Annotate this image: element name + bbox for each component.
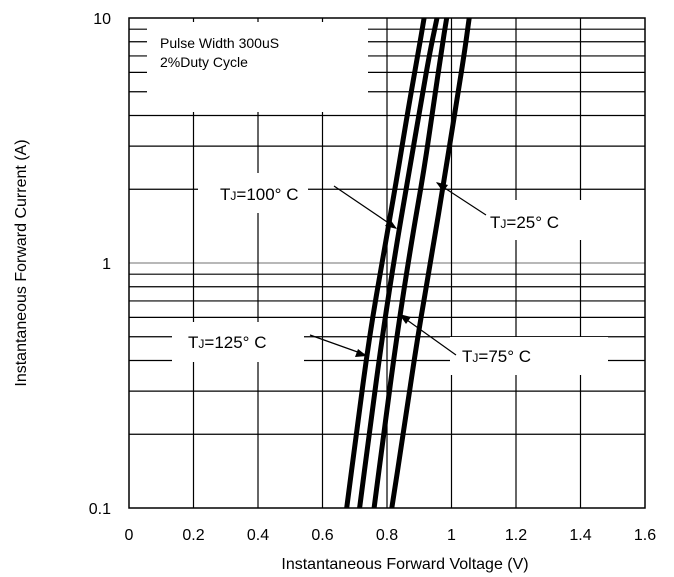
label-25-suffix: =25° C bbox=[506, 213, 559, 232]
x-tick-label: 0.2 bbox=[182, 527, 204, 544]
label-box-25 bbox=[456, 200, 611, 240]
arrow-75-line bbox=[399, 314, 457, 356]
x-tick-label: 0.6 bbox=[311, 527, 333, 544]
plot-frame bbox=[128, 17, 646, 509]
arrow-125-line bbox=[309, 334, 367, 356]
series-line-1 bbox=[357, 17, 440, 509]
label-box-125 bbox=[172, 322, 304, 362]
series-line-2 bbox=[371, 17, 450, 509]
series-line-0 bbox=[344, 17, 427, 509]
label-100-prefix: T bbox=[220, 185, 230, 204]
label-100-sub: J bbox=[230, 189, 236, 203]
series-label-25: TJ=25° C bbox=[490, 213, 559, 232]
x-tick-label: 1.6 bbox=[634, 527, 656, 544]
series-label-125: TJ=125° C bbox=[188, 333, 266, 352]
label-box-75 bbox=[450, 337, 608, 375]
series-layer bbox=[344, 17, 472, 509]
label-75-sub: J bbox=[472, 351, 478, 365]
label-125-prefix: T bbox=[188, 333, 198, 352]
arrow-75-head bbox=[399, 314, 411, 324]
arrow-125-head bbox=[355, 349, 367, 357]
y-tick-label: 1 bbox=[102, 256, 111, 273]
label-box-100 bbox=[198, 173, 308, 213]
label-75-prefix: T bbox=[462, 347, 472, 366]
note-line-2: 2%Duty Cycle bbox=[160, 54, 248, 70]
series-label-100: TJ=100° C bbox=[220, 185, 298, 204]
arrow-100-head bbox=[385, 219, 397, 229]
label-100-suffix: =100° C bbox=[236, 185, 298, 204]
arrow-25-head bbox=[436, 182, 448, 192]
label-25-prefix: T bbox=[490, 213, 500, 232]
label-125-sub: J bbox=[198, 337, 204, 351]
x-tick-labels: 0 0.2 0.4 0.6 0.8 1 1.2 1.4 1.6 bbox=[125, 527, 657, 544]
arrow-100-line bbox=[333, 185, 397, 229]
x-tick-label: 0.4 bbox=[247, 527, 269, 544]
x-tick-label: 1.2 bbox=[505, 527, 527, 544]
y-tick-labels: 0.1 1 10 bbox=[89, 11, 111, 518]
series-label-75: TJ=75° C bbox=[462, 347, 531, 366]
y-tick-label: 0.1 bbox=[89, 501, 111, 518]
y-axis-title: Instantaneous Forward Current (A) bbox=[13, 139, 30, 386]
y-tick-label: 10 bbox=[93, 11, 111, 28]
x-axis-title: Instantaneous Forward Voltage (V) bbox=[281, 556, 528, 573]
label-125-suffix: =125° C bbox=[204, 333, 266, 352]
note-line-1: Pulse Width 300uS bbox=[160, 35, 279, 51]
x-tick-label: 1 bbox=[447, 527, 456, 544]
label-25-sub: J bbox=[500, 217, 506, 231]
x-tick-label: 0.8 bbox=[376, 527, 398, 544]
x-tick-label: 0 bbox=[125, 527, 134, 544]
label-75-suffix: =75° C bbox=[478, 347, 531, 366]
series-line-3 bbox=[389, 17, 472, 509]
note-box bbox=[147, 22, 368, 112]
label-arrows bbox=[309, 182, 487, 357]
x-tick-label: 1.4 bbox=[569, 527, 591, 544]
